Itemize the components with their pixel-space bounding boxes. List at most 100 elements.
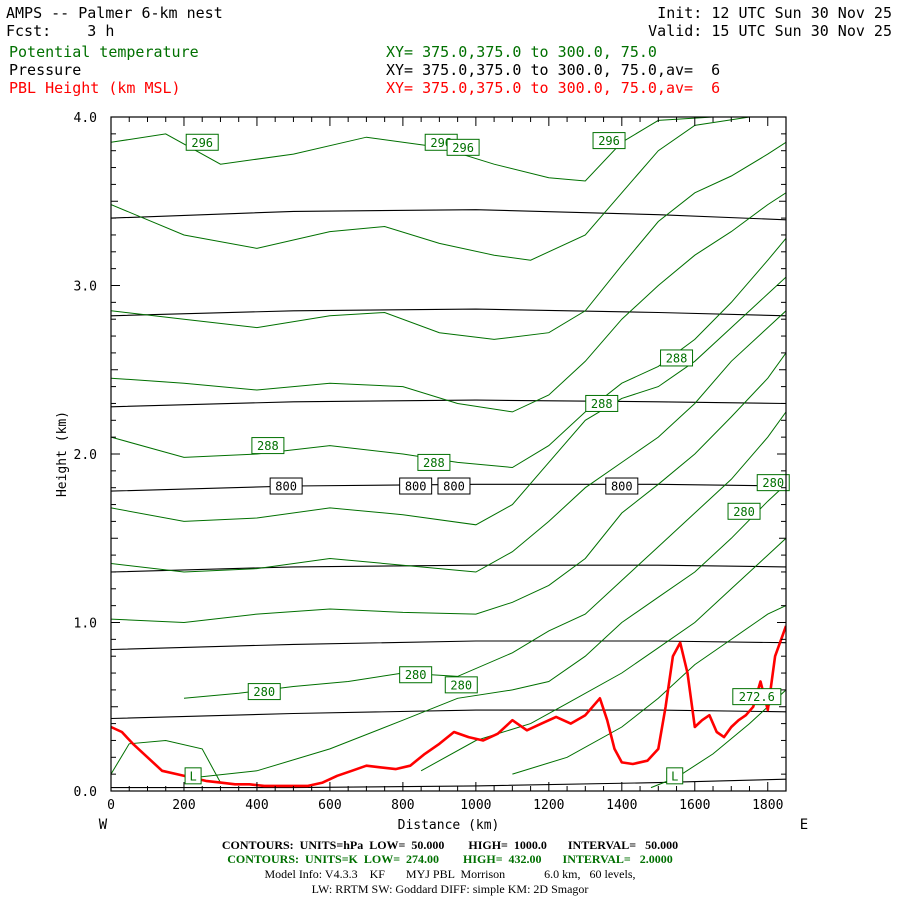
theta-contour-12 bbox=[111, 739, 221, 783]
footer-model-info: Model Info: V4.3.3 KF MYJ PBL Morrison 6… bbox=[264, 867, 636, 881]
theta-contour-7 bbox=[111, 352, 786, 624]
theta-label-14-box bbox=[184, 767, 202, 785]
theta-label-8-box bbox=[756, 474, 790, 492]
theta-label-3-box bbox=[592, 132, 626, 150]
pressure-contour-7 bbox=[111, 209, 786, 221]
theta-label-15-box bbox=[666, 767, 684, 785]
theta-contour-11 bbox=[512, 605, 786, 775]
theta-label-3-text: 296 bbox=[598, 134, 620, 148]
theta-label-11: 280 bbox=[399, 666, 433, 684]
pressure-label-2-box bbox=[437, 477, 471, 495]
pressure-label-2: 800 bbox=[437, 477, 471, 495]
theta-label-5-box bbox=[585, 394, 619, 412]
x-tick-label-1: 200 bbox=[172, 798, 195, 813]
theta-label-15-text: L bbox=[671, 769, 678, 783]
pressure-label-2-text: 800 bbox=[443, 480, 465, 494]
pressure-label-0-box bbox=[269, 477, 303, 495]
theta-label-8: 280 bbox=[756, 474, 790, 492]
field-label-pbl: PBL Height (km MSL) bbox=[9, 79, 181, 97]
theta-label-9: 280 bbox=[727, 502, 761, 520]
theta-label-8-text: 280 bbox=[762, 476, 784, 490]
pressure-contour-6 bbox=[111, 308, 786, 317]
y-tick-label-4: 4.0 bbox=[74, 111, 97, 126]
pressure-label-1-text: 800 bbox=[405, 480, 427, 494]
y-tick-label-3: 3.0 bbox=[74, 280, 97, 295]
theta-label-3: 296 bbox=[592, 132, 626, 150]
theta-label-2-text: 296 bbox=[452, 141, 474, 155]
theta-label-6-text: 288 bbox=[257, 439, 279, 453]
theta-contour-3 bbox=[111, 192, 786, 413]
theta-label-14-text: L bbox=[189, 769, 196, 783]
footer-physics-info: LW: RRTM SW: Goddard DIFF: simple KM: 2D… bbox=[311, 882, 589, 896]
x-tick-label-7: 1400 bbox=[606, 798, 637, 813]
pbl-height-line bbox=[111, 625, 786, 788]
theta-label-9-text: 280 bbox=[733, 505, 755, 519]
pressure-label-0-text: 800 bbox=[275, 480, 297, 494]
x-axis-title: Distance (km) bbox=[398, 818, 500, 833]
x-tick-label-2: 400 bbox=[245, 798, 268, 813]
theta-label-0-box bbox=[185, 133, 219, 151]
xy-pressure: XY= 375.0,375.0 to 300.0, 75.0,av= 6 bbox=[386, 61, 721, 79]
x-tick-label-5: 1000 bbox=[460, 798, 491, 813]
pressure-label-1-box bbox=[399, 477, 433, 495]
theta-label-14: L bbox=[184, 767, 202, 785]
pressure-label-0: 800 bbox=[269, 477, 303, 495]
theta-label-11-text: 280 bbox=[405, 668, 427, 682]
theta-label-4: 288 bbox=[660, 349, 694, 367]
pressure-contour-5 bbox=[111, 399, 786, 408]
theta-label-2-box bbox=[446, 138, 480, 156]
theta-label-4-text: 288 bbox=[666, 351, 688, 365]
theta-label-7: 288 bbox=[417, 453, 451, 471]
theta-label-5-text: 288 bbox=[591, 397, 613, 411]
theta-contour-8 bbox=[183, 411, 786, 699]
x-axis-east-label: E bbox=[800, 817, 808, 833]
field-label-pressure: Pressure bbox=[9, 61, 82, 79]
theta-label-9-box bbox=[727, 502, 761, 520]
theta-label-13-text: 272.6 bbox=[739, 690, 775, 704]
theta-label-11-box bbox=[399, 666, 433, 684]
theta-contour-6 bbox=[111, 310, 786, 573]
y-axis-title: Height (km) bbox=[55, 411, 70, 497]
x-tick-label-6: 1200 bbox=[533, 798, 564, 813]
theta-contour-1 bbox=[111, 117, 786, 261]
forecast-hour: Fcst: 3 h bbox=[6, 22, 115, 40]
x-tick-label-8: 1600 bbox=[679, 798, 710, 813]
footer-contours-theta: CONTOURS: UNITS=K LOW= 274.00 HIGH= 432.… bbox=[227, 852, 673, 866]
xy-pbl: XY= 375.0,375.0 to 300.0, 75.0,av= 6 bbox=[386, 79, 721, 97]
xy-theta: XY= 375.0,375.0 to 300.0, 75.0 bbox=[386, 43, 657, 61]
theta-label-0: 296 bbox=[185, 133, 219, 151]
x-tick-label-9: 1800 bbox=[752, 798, 783, 813]
theta-label-15: L bbox=[666, 767, 684, 785]
theta-label-0-text: 296 bbox=[191, 136, 213, 150]
theta-label-4-box bbox=[660, 349, 694, 367]
init-time: Init: 12 UTC Sun 30 Nov 25 bbox=[657, 4, 892, 22]
y-tick-label-2: 2.0 bbox=[74, 448, 97, 463]
theta-label-6-box bbox=[251, 437, 285, 455]
pressure-label-1: 800 bbox=[399, 477, 433, 495]
pressure-contour-4 bbox=[111, 483, 786, 492]
theta-contour-5 bbox=[111, 276, 786, 526]
theta-label-10: 280 bbox=[247, 683, 281, 701]
theta-contour-9 bbox=[194, 483, 786, 778]
pressure-contour-1 bbox=[111, 709, 786, 720]
x-tick-label-4: 800 bbox=[391, 798, 414, 813]
valid-time: Valid: 15 UTC Sun 30 Nov 25 bbox=[648, 22, 892, 40]
pressure-label-3: 800 bbox=[605, 477, 639, 495]
x-tick-label-0: 0 bbox=[107, 798, 115, 813]
field-label-theta: Potential temperature bbox=[9, 43, 199, 61]
pressure-label-3-text: 800 bbox=[611, 480, 633, 494]
plot-title: AMPS -- Palmer 6-km nest bbox=[6, 4, 223, 22]
theta-label-12-text: 280 bbox=[450, 678, 472, 692]
pressure-label-3-box bbox=[605, 477, 639, 495]
theta-label-7-box bbox=[417, 453, 451, 471]
theta-label-12-box bbox=[444, 676, 478, 694]
y-tick-label-1: 1.0 bbox=[74, 617, 97, 632]
theta-label-10-text: 280 bbox=[253, 685, 275, 699]
theta-label-12: 280 bbox=[444, 676, 478, 694]
x-axis-west-label: W bbox=[99, 817, 108, 833]
theta-contour-10 bbox=[420, 537, 786, 772]
theta-label-6: 288 bbox=[251, 437, 285, 455]
theta-label-2: 296 bbox=[446, 138, 480, 156]
x-tick-label-3: 600 bbox=[318, 798, 341, 813]
